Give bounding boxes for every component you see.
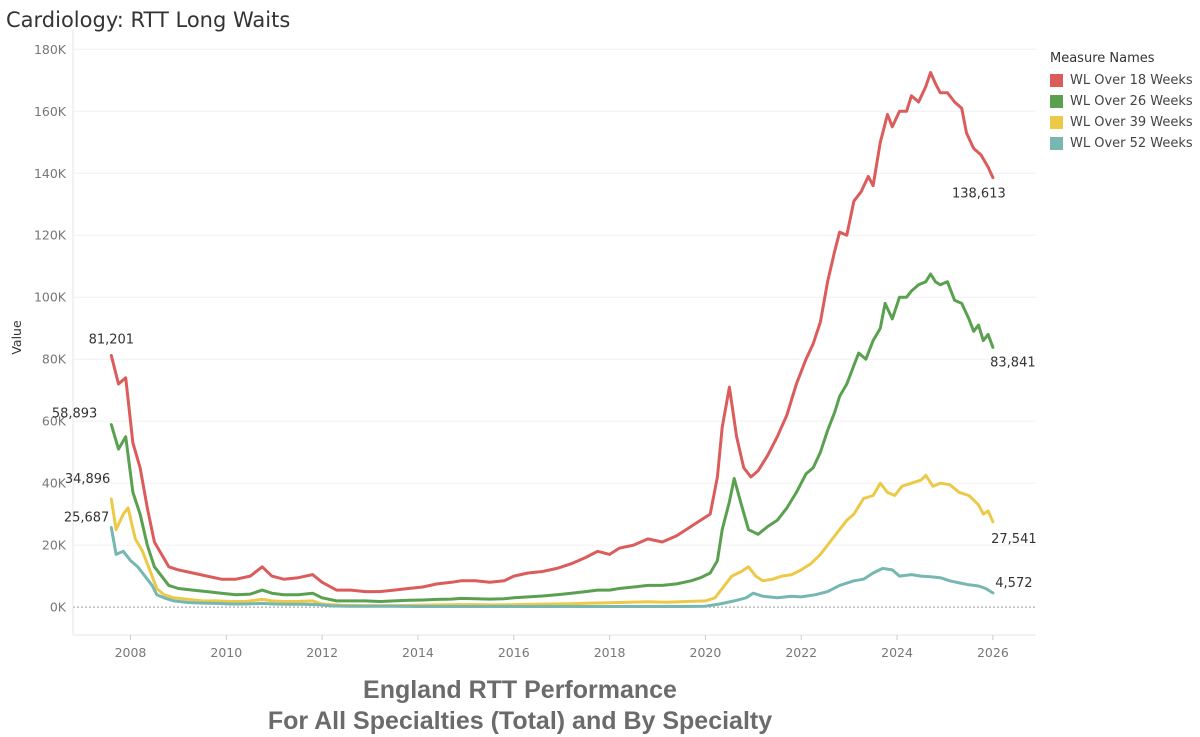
x-tick-label: 2012 xyxy=(306,645,338,660)
chart-title: Cardiology: RTT Long Waits xyxy=(6,8,291,32)
start-value-label: 34,896 xyxy=(65,472,111,487)
y-tick-label: 160K xyxy=(34,104,67,119)
legend-item-26-weeks[interactable]: WL Over 26 Weeks xyxy=(1050,91,1193,112)
x-tick-label: 2022 xyxy=(785,645,817,660)
footer-subtitle: For All Specialties (Total) and By Speci… xyxy=(267,707,773,735)
y-tick-label: 0K xyxy=(50,600,67,615)
legend-swatch xyxy=(1050,95,1063,108)
legend-item-18-weeks[interactable]: WL Over 18 Weeks xyxy=(1050,70,1193,91)
x-tick-label: 2024 xyxy=(881,645,913,660)
end-value-label: 4,572 xyxy=(995,576,1032,591)
x-tick-label: 2016 xyxy=(498,645,530,660)
end-value-label: 83,841 xyxy=(990,355,1036,370)
data-labels: 81,201 138,613 58,893 83,841 34,896 27,541 25,… xyxy=(52,187,1037,591)
start-value-label: 81,201 xyxy=(89,332,135,347)
legend-label: WL Over 18 Weeks xyxy=(1070,73,1193,88)
start-value-label: 58,893 xyxy=(52,407,98,422)
y-tick-label: 120K xyxy=(34,228,67,243)
legend-title: Measure Names xyxy=(1050,51,1155,66)
gridlines xyxy=(73,48,1036,608)
axes: 0K 20K 40K 60K 80K 100K 120K 140K 160K 180K 2008 20… xyxy=(9,30,1036,660)
x-tick-label: 2008 xyxy=(115,645,147,660)
series-lines xyxy=(109,71,995,608)
x-tick-label: 2010 xyxy=(210,645,242,660)
legend-label: WL Over 39 Weeks xyxy=(1070,115,1193,130)
legend-swatch xyxy=(1050,74,1063,87)
end-value-label: 27,541 xyxy=(991,532,1037,547)
legend-item-39-weeks[interactable]: WL Over 39 Weeks xyxy=(1050,112,1193,133)
start-value-label: 25,687 xyxy=(64,511,110,526)
x-tick-label: 2014 xyxy=(402,645,434,660)
series-line-1 xyxy=(109,71,995,594)
series-line-2 xyxy=(109,272,995,603)
y-tick-label: 180K xyxy=(34,42,67,57)
end-value-label: 138,613 xyxy=(952,187,1006,202)
x-tick-label: 2026 xyxy=(977,645,1009,660)
y-tick-label: 40K xyxy=(42,476,67,491)
y-tick-label: 100K xyxy=(34,290,67,305)
legend-swatch xyxy=(1050,116,1063,129)
legend-label: WL Over 26 Weeks xyxy=(1070,94,1193,109)
legend-item-52-weeks[interactable]: WL Over 52 Weeks xyxy=(1050,133,1193,154)
x-tick-label: 2020 xyxy=(690,645,722,660)
y-tick-label: 80K xyxy=(42,352,67,367)
series-line-4 xyxy=(109,526,995,608)
x-tick-label: 2018 xyxy=(594,645,626,660)
series-line-3 xyxy=(109,473,995,608)
y-tick-label: 60K xyxy=(42,414,67,429)
legend-swatch xyxy=(1050,137,1063,150)
y-tick-label: 20K xyxy=(42,538,67,553)
legend-label: WL Over 52 Weeks xyxy=(1070,136,1193,151)
y-axis-title: Value xyxy=(9,320,24,355)
legend: Measure Names WL Over 18 Weeks WL Over 2… xyxy=(1050,51,1193,154)
footer-title: England RTT Performance xyxy=(363,676,677,704)
y-tick-label: 140K xyxy=(34,166,67,181)
